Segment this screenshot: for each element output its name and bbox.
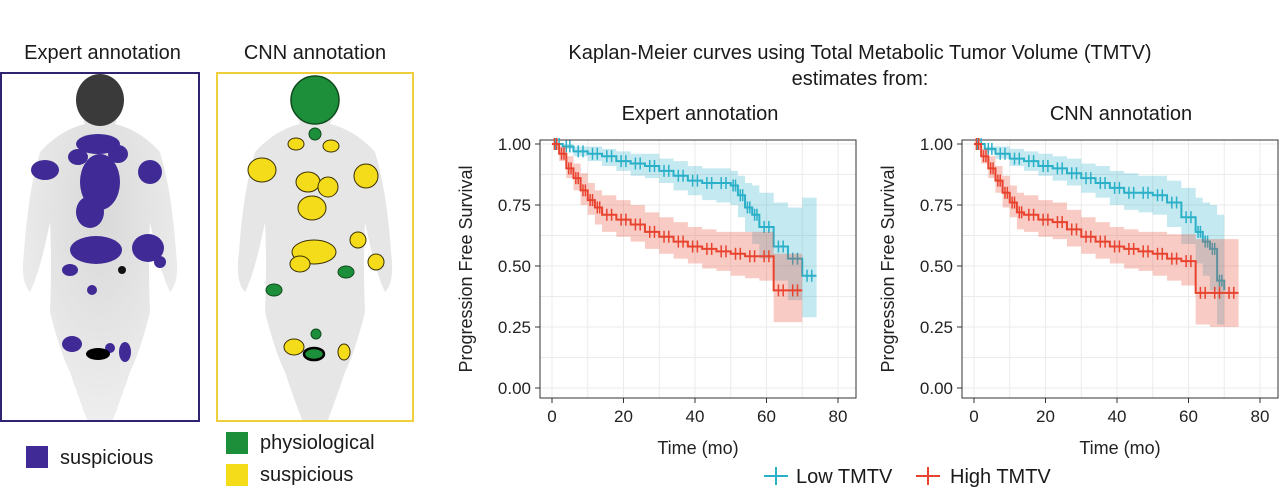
physiological-regions (265, 127, 355, 340)
expert-scan-title: Expert annotation (24, 42, 181, 64)
x-tick-label: 80 (829, 407, 848, 426)
chart-title: Expert annotation (622, 103, 779, 125)
y-tick-label: 0.25 (920, 318, 953, 337)
expert-pet-scan-image (0, 72, 200, 422)
high-tmtv-confidence-band (552, 144, 803, 323)
cnn-legend-suspicious: suspicious (260, 464, 354, 486)
plot-border (961, 139, 1279, 399)
y-tick-label: 1.00 (498, 135, 531, 154)
hot-spot (118, 266, 126, 274)
suspicious-regions (31, 134, 166, 362)
low-tmtv-legend-label: Low TMTV (796, 466, 893, 488)
x-tick-label: 80 (1251, 407, 1270, 426)
plot-border (539, 139, 857, 399)
high-tmtv-legend-label: High TMTV (950, 466, 1051, 488)
low-tmtv-legend-key (764, 467, 788, 485)
figure-title-line2: estimates from: (791, 68, 929, 90)
expert-legend-suspicious: suspicious (60, 447, 154, 469)
cnn-legend-physiological: physiological (260, 432, 375, 454)
brain-physiological (290, 75, 340, 125)
low-tmtv-confidence-band (552, 144, 817, 323)
y-axis-label: Progression Free Survival (878, 165, 898, 372)
high-tmtv-legend-key (916, 467, 940, 485)
figure-title-line1: Kaplan-Meier curves using Total Metaboli… (568, 42, 1152, 64)
x-tick-label: 20 (1036, 407, 1055, 426)
low-tmtv-survival-curve (974, 143, 1226, 291)
bladder-physiological (302, 346, 326, 362)
y-tick-label: 1.00 (920, 135, 953, 154)
x-tick-label: 60 (1179, 407, 1198, 426)
cnn-scan-frame (216, 72, 414, 422)
y-tick-label: 0.25 (498, 318, 531, 337)
suspicious-swatch (226, 464, 248, 486)
x-tick-label: 60 (757, 407, 776, 426)
chart-title: CNN annotation (1050, 103, 1192, 125)
high-tmtv-confidence-band (974, 144, 1239, 327)
high-tmtv-survival-curve (552, 143, 803, 292)
x-tick-label: 0 (969, 407, 978, 426)
x-tick-label: 40 (1108, 407, 1127, 426)
x-tick-label: 0 (547, 407, 556, 426)
physiological-swatch (226, 432, 248, 454)
brain-uptake (76, 74, 124, 126)
y-tick-label: 0.75 (920, 196, 953, 215)
bladder-uptake (86, 348, 110, 360)
x-axis-label: Time (mo) (657, 438, 738, 458)
y-tick-label: 0.00 (920, 379, 953, 398)
cnn-scan-title: CNN annotation (243, 42, 387, 64)
x-axis-label: Time (mo) (1079, 438, 1160, 458)
suspicious-regions (247, 137, 385, 361)
high-tmtv-survival-curve (974, 143, 1239, 294)
cnn-pet-scan-image (216, 72, 414, 422)
y-tick-label: 0.50 (920, 257, 953, 276)
x-tick-label: 40 (686, 407, 705, 426)
expert-scan-frame (0, 72, 200, 422)
y-axis-label: Progression Free Survival (456, 165, 476, 372)
y-tick-label: 0.75 (498, 196, 531, 215)
y-tick-label: 0.00 (498, 379, 531, 398)
x-tick-label: 20 (614, 407, 633, 426)
suspicious-swatch (26, 446, 48, 468)
y-tick-label: 0.50 (498, 257, 531, 276)
